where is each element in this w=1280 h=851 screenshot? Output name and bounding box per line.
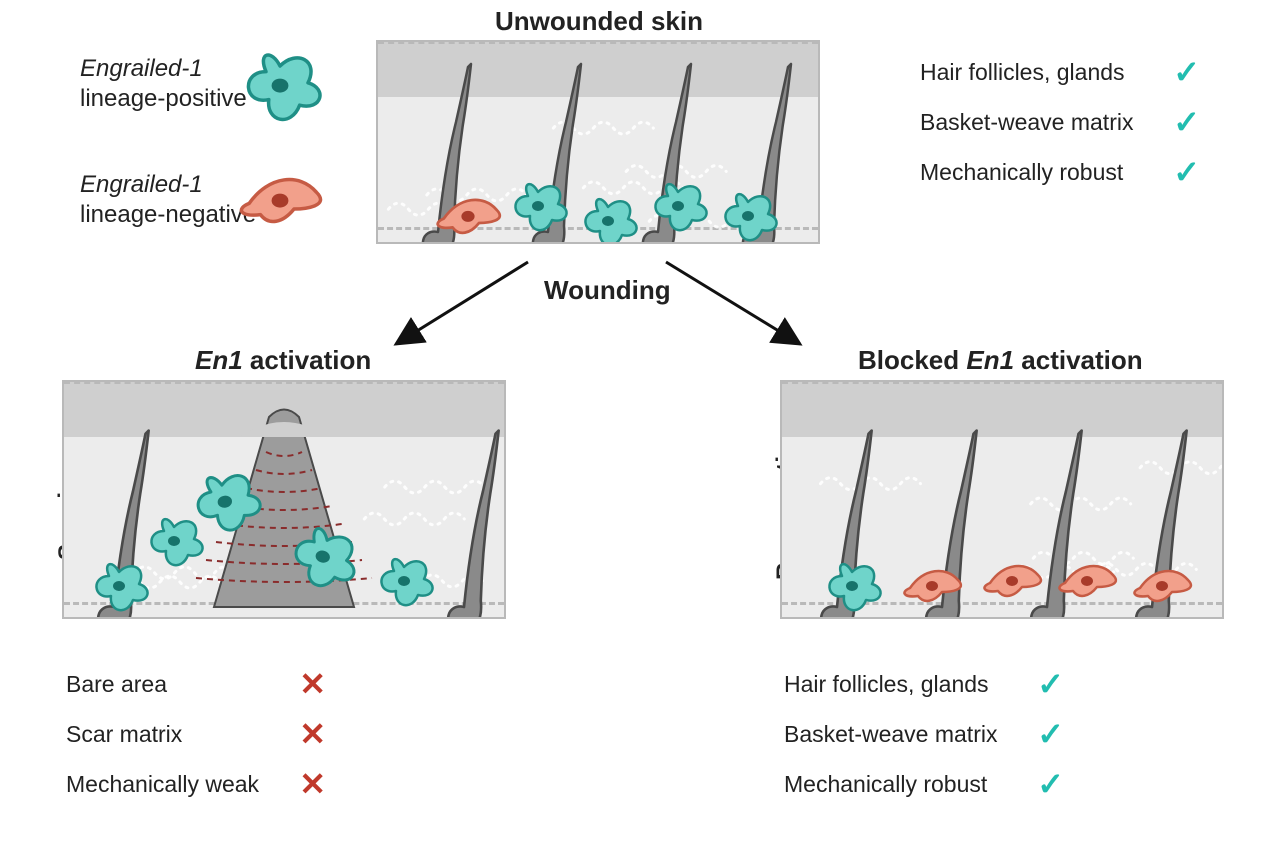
check-icon: ✓ [1173,56,1200,88]
dermis [64,437,504,617]
dermis [378,97,818,242]
checklist-row: Basket-weave matrix ✓ [920,106,1200,138]
checklist-text: Scar matrix [66,721,182,748]
checklist-row: Mechanically robust ✓ [784,768,1064,800]
checklist-text: Mechanically robust [920,159,1123,186]
checklist-text: Hair follicles, glands [784,671,989,698]
checklist-regeneration: Hair follicles, glands✓Basket-weave matr… [784,668,1064,818]
legend-neg-l2: lineage-negative [80,201,256,228]
checklist-row: Hair follicles, glands ✓ [784,668,1064,700]
panel-regeneration [780,380,1224,619]
legend-pos: Engrailed-1 lineage-positive [80,54,247,114]
panel-scarring [62,380,506,619]
epidermis [64,382,504,439]
checklist-row: Bare area ✕ [66,668,326,700]
legend-neg: Engrailed-1 lineage-negative [80,170,256,230]
cross-icon: ✕ [299,718,326,750]
checklist-text: Basket-weave matrix [920,109,1133,136]
diagram-root: Unwounded skin Wounding En1 activation B… [0,0,1280,851]
title-right-sub: Blocked En1 activation [858,345,1143,376]
legend-pos-l2: lineage-positive [80,85,247,112]
panel-unwounded [376,40,820,244]
checklist-row: Mechanically weak ✕ [66,768,326,800]
basement-membrane [64,602,504,605]
checklist-row: Mechanically robust ✓ [920,156,1200,188]
check-icon: ✓ [1037,718,1064,750]
dermis [782,437,1222,617]
checklist-row: Hair follicles, glands ✓ [920,56,1200,88]
check-icon: ✓ [1037,768,1064,800]
title-wounding: Wounding [544,275,671,306]
checklist-scarring: Bare area ✕ Scar matrix ✕ Mechanically weak ✕ [66,668,326,818]
epidermis [378,42,818,99]
checklist-row: Scar matrix ✕ [66,718,326,750]
legend-pos-l1: Engrailed-1 [80,55,203,82]
activation-word-r: activation [1021,345,1142,375]
title-left-sub: En1 activation [195,345,371,376]
checklist-text: Basket-weave matrix [784,721,997,748]
checklist-unwounded: Hair follicles, glands✓Basket-weave matr… [920,56,1200,206]
title-unwounded: Unwounded skin [495,6,703,37]
cross-icon: ✕ [299,768,326,800]
basement-membrane [378,227,818,230]
basement-membrane [782,602,1222,605]
cross-icon: ✕ [299,668,326,700]
activation-word: activation [250,345,371,375]
checklist-text: Bare area [66,671,167,698]
checklist-text: Hair follicles, glands [920,59,1125,86]
check-icon: ✓ [1037,668,1064,700]
en1-italic: En1 [195,345,243,375]
checklist-text: Mechanically weak [66,771,259,798]
check-icon: ✓ [1173,106,1200,138]
en1-italic-r: En1 [966,345,1014,375]
checklist-row: Basket-weave matrix ✓ [784,718,1064,750]
legend-neg-l1: Engrailed-1 [80,171,203,198]
blocked-word: Blocked [858,345,966,375]
check-icon: ✓ [1173,156,1200,188]
checklist-text: Mechanically robust [784,771,987,798]
epidermis [782,382,1222,439]
